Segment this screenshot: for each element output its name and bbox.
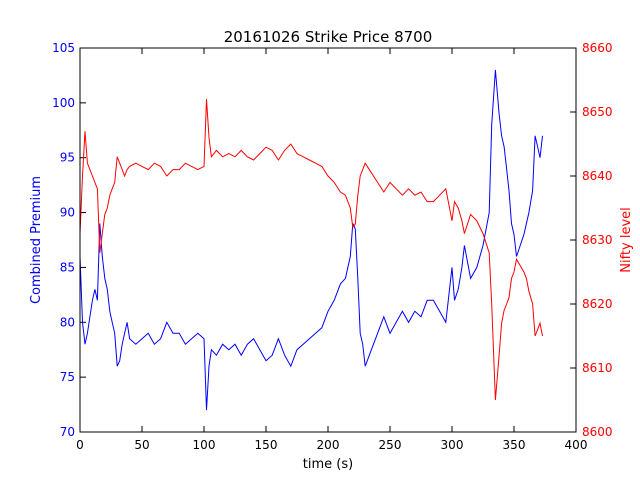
right-y-tick-label: 8600 [582,425,613,439]
right-y-axis-label: Nifty level [619,207,634,273]
plot-frame [79,47,577,433]
right-y-tick-label: 8660 [582,41,613,55]
chart-title: 20161026 Strike Price 8700 [224,28,433,46]
left-y-tick-label: 85 [60,260,75,274]
x-tick-label: 100 [193,438,216,452]
left-y-axis-ticks: 70 75 80 85 90 95 100 105 [52,41,86,439]
x-tick-label: 300 [441,438,464,452]
left-y-axis-label: Combined Premium [29,176,44,304]
right-y-tick-label: 8630 [582,233,613,247]
right-y-tick-label: 8650 [582,105,613,119]
nifty-level-line [79,99,543,401]
right-y-tick-label: 8640 [582,169,613,183]
x-tick-label: 200 [317,438,340,452]
x-tick-label: 50 [134,438,149,452]
left-y-tick-label: 100 [52,96,75,110]
left-y-tick-label: 75 [60,370,75,384]
left-y-tick-label: 80 [60,315,75,329]
left-y-tick-label: 70 [60,425,75,439]
x-tick-label: 350 [503,438,526,452]
combined-premium-line [79,69,543,411]
x-axis-label: time (s) [303,457,353,472]
left-y-tick-label: 105 [52,41,75,55]
x-axis-ticks: 0 50 100 150 200 250 300 350 400 [76,48,587,452]
x-tick-label: 150 [255,438,278,452]
right-y-tick-label: 8620 [582,297,613,311]
right-y-axis-ticks: 8600 8610 8620 8630 8640 8650 8660 [570,41,613,439]
x-tick-label: 400 [565,438,588,452]
left-y-tick-label: 95 [60,151,75,165]
x-tick-label: 0 [76,438,84,452]
right-y-tick-label: 8610 [582,361,613,375]
x-tick-label: 250 [379,438,402,452]
left-y-tick-label: 90 [60,206,75,220]
